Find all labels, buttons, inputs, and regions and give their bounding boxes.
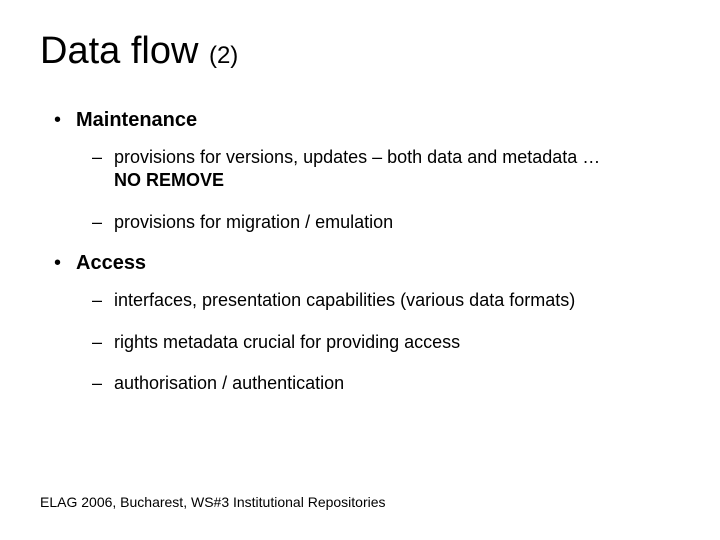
section-access: Access interfaces, presentation capabili… [54, 252, 680, 395]
section-maintenance: Maintenance provisions for versions, upd… [54, 109, 680, 234]
item-text: provisions for migration / emulation [114, 212, 393, 232]
list-item: interfaces, presentation capabilities (v… [92, 289, 680, 312]
section-label: Maintenance [76, 109, 197, 131]
item-text: authorisation / authentication [114, 373, 344, 393]
item-bold: NO REMOVE [114, 170, 224, 190]
title-suffix: (2) [209, 42, 238, 69]
slide-title: Data flow (2) [40, 30, 680, 73]
slide-footer: ELAG 2006, Bucharest, WS#3 Institutional… [40, 494, 386, 510]
list-item: provisions for versions, updates – both … [92, 146, 680, 193]
item-text: interfaces, presentation capabilities (v… [114, 290, 575, 310]
item-text: provisions for versions, updates – both … [114, 147, 600, 167]
item-text: rights metadata crucial for providing ac… [114, 332, 460, 352]
title-main: Data flow [40, 30, 198, 72]
list-item: provisions for migration / emulation [92, 211, 680, 234]
list-item: authorisation / authentication [92, 372, 680, 395]
sub-list-maintenance: provisions for versions, updates – both … [76, 146, 680, 234]
sub-list-access: interfaces, presentation capabilities (v… [76, 289, 680, 395]
section-label: Access [76, 252, 146, 274]
list-item: rights metadata crucial for providing ac… [92, 331, 680, 354]
content-list: Maintenance provisions for versions, upd… [40, 109, 680, 395]
